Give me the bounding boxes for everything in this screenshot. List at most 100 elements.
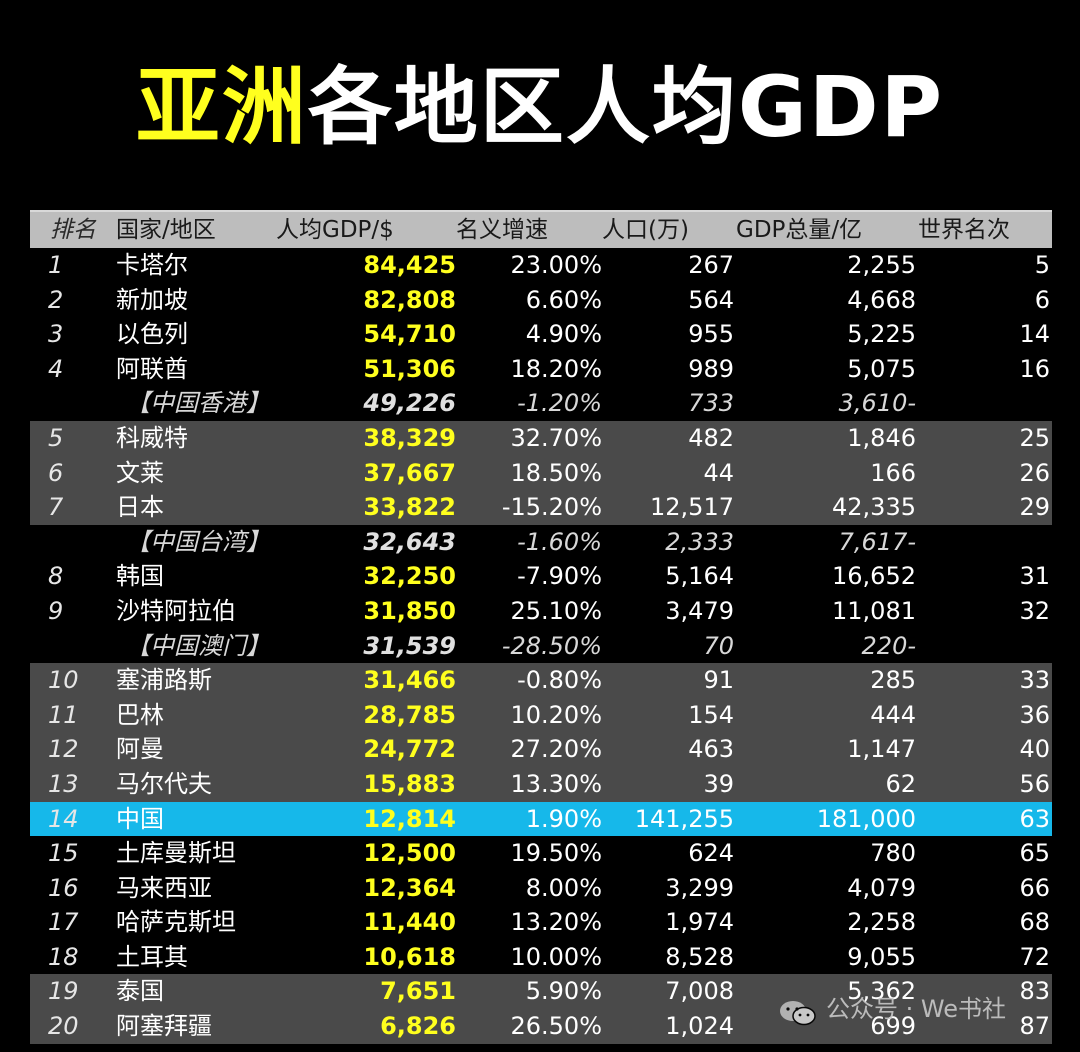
table-header: 排名 国家/地区 人均GDP/$ 名义增速 人口(万) GDP总量/亿 世界名次 xyxy=(30,210,1052,248)
rank-cell: 1 xyxy=(48,251,64,279)
growth-cell: 1.90% xyxy=(525,804,602,833)
gdp-per-capita-cell: 33,822 xyxy=(363,493,456,522)
rank-cell: 5 xyxy=(48,423,64,452)
rank-cell: 4 xyxy=(48,354,64,383)
table-row: 4 阿联酋 51,306 18.20% 989 5,075 16 xyxy=(30,352,1052,387)
name-cell: 马来西亚 xyxy=(116,873,212,902)
name-cell: 【中国台湾】 xyxy=(126,527,270,556)
rank-cell: 19 xyxy=(48,977,79,1006)
name-cell: 土耳其 xyxy=(116,942,188,971)
population-cell: 70 xyxy=(703,631,734,660)
gdp-per-capita-cell: 51,306 xyxy=(363,354,456,383)
growth-cell: -15.20% xyxy=(501,493,602,522)
world-rank-cell: 63 xyxy=(1019,804,1050,833)
world-rank-cell: 56 xyxy=(1019,769,1050,798)
growth-cell: 10.00% xyxy=(510,942,602,971)
population-cell: 482 xyxy=(688,423,734,452)
title-rest: 各地区人均GDP xyxy=(307,58,945,156)
world-rank-cell: 14 xyxy=(1019,320,1050,349)
header-growth: 名义增速 xyxy=(456,217,548,243)
table-row: 16 马来西亚 12,364 8.00% 3,299 4,079 66 xyxy=(30,871,1052,906)
table-row: 3 以色列 54,710 4.90% 955 5,225 14 xyxy=(30,317,1052,352)
name-cell: 卡塔尔 xyxy=(116,251,188,279)
table-row: 13 马尔代夫 15,883 13.30% 39 62 56 xyxy=(30,766,1052,802)
population-cell: 7,008 xyxy=(665,977,734,1006)
gdp-total-cell: 16,652 xyxy=(832,562,916,591)
world-rank-cell: 40 xyxy=(1019,735,1050,764)
table-row: 19 泰国 7,651 5.90% 7,008 5,362 83 xyxy=(30,974,1052,1010)
gdp-total-cell: 42,335 xyxy=(832,493,916,522)
gdp-per-capita-cell: 54,710 xyxy=(363,320,456,349)
gdp-total-cell: 9,055 xyxy=(847,942,916,971)
population-cell: 2,333 xyxy=(665,527,734,556)
gdp-per-capita-cell: 28,785 xyxy=(363,700,456,729)
gdp-total-cell: 220- xyxy=(861,631,916,660)
growth-cell: -28.50% xyxy=(501,631,602,660)
growth-cell: -7.90% xyxy=(517,562,602,591)
world-rank-cell: 36 xyxy=(1019,700,1050,729)
gdp-per-capita-cell: 32,250 xyxy=(363,562,456,591)
gdp-per-capita-cell: 12,500 xyxy=(363,839,456,868)
gdp-total-cell: 4,668 xyxy=(847,285,916,314)
growth-cell: 25.10% xyxy=(510,596,602,625)
header-gdp-per-capita: 人均GDP/$ xyxy=(276,217,394,243)
population-cell: 1,974 xyxy=(665,908,734,937)
gdp-total-cell: 780 xyxy=(870,839,916,868)
world-rank-cell: 65 xyxy=(1019,839,1050,868)
population-cell: 39 xyxy=(703,769,734,798)
population-cell: 463 xyxy=(688,735,734,764)
name-cell: 日本 xyxy=(116,493,164,522)
name-cell: 泰国 xyxy=(116,977,164,1006)
watermark: 公众号 · We书社 xyxy=(778,984,1006,1034)
growth-cell: -1.60% xyxy=(517,527,602,556)
gdp-total-cell: 181,000 xyxy=(816,804,916,833)
table-row: 1 卡塔尔 84,425 23.00% 267 2,255 5 xyxy=(30,248,1052,283)
gdp-total-cell: 1,147 xyxy=(847,735,916,764)
rank-cell: 20 xyxy=(48,1012,79,1041)
population-cell: 267 xyxy=(688,251,734,279)
gdp-total-cell: 62 xyxy=(885,769,916,798)
growth-cell: 5.90% xyxy=(525,977,602,1006)
world-rank-cell: 66 xyxy=(1019,873,1050,902)
table-row: 【中国香港】 49,226 -1.20% 733 3,610- xyxy=(30,386,1052,421)
population-cell: 1,024 xyxy=(665,1012,734,1041)
growth-cell: 32.70% xyxy=(510,423,602,452)
rank-cell: 11 xyxy=(48,700,79,729)
header-world-rank: 世界名次 xyxy=(918,217,1010,243)
gdp-total-cell: 444 xyxy=(870,700,916,729)
world-rank-cell: 29 xyxy=(1019,493,1050,522)
world-rank-cell: 72 xyxy=(1019,942,1050,971)
wechat-icon xyxy=(778,995,818,1026)
gdp-per-capita-cell: 37,667 xyxy=(363,458,456,487)
growth-cell: 19.50% xyxy=(510,839,602,868)
gdp-per-capita-cell: 32,643 xyxy=(363,527,456,556)
gdp-total-cell: 4,079 xyxy=(847,873,916,902)
growth-cell: 6.60% xyxy=(525,285,602,314)
rank-cell: 15 xyxy=(48,839,79,868)
table-row: 7 日本 33,822 -15.20% 12,517 42,335 29 xyxy=(30,490,1052,525)
population-cell: 564 xyxy=(688,285,734,314)
gdp-total-cell: 11,081 xyxy=(832,596,916,625)
population-cell: 8,528 xyxy=(665,942,734,971)
growth-cell: -1.20% xyxy=(517,389,602,418)
growth-cell: 4.90% xyxy=(525,320,602,349)
rank-cell: 10 xyxy=(48,666,79,695)
world-rank-cell: 83 xyxy=(1019,977,1050,1006)
gdp-per-capita-cell: 31,539 xyxy=(363,631,456,660)
gdp-per-capita-cell: 82,808 xyxy=(363,285,456,314)
rank-cell: 2 xyxy=(48,285,64,314)
gdp-per-capita-cell: 84,425 xyxy=(363,251,456,279)
world-rank-cell: 25 xyxy=(1019,423,1050,452)
table-row: 15 土库曼斯坦 12,500 19.50% 624 780 65 xyxy=(30,836,1052,871)
table-row: 9 沙特阿拉伯 31,850 25.10% 3,479 11,081 32 xyxy=(30,594,1052,629)
gdp-per-capita-cell: 7,651 xyxy=(380,977,456,1006)
name-cell: 【中国香港】 xyxy=(126,389,270,418)
gdp-per-capita-cell: 12,364 xyxy=(363,873,456,902)
table-row: 20 阿塞拜疆 6,826 26.50% 1,024 699 87 xyxy=(30,1009,1052,1044)
population-cell: 989 xyxy=(688,354,734,383)
gdp-total-cell: 3,610- xyxy=(838,389,916,418)
world-rank-cell: 5 xyxy=(1034,251,1050,279)
population-cell: 154 xyxy=(688,700,734,729)
rank-cell: 12 xyxy=(48,735,79,764)
table-row: 10 塞浦路斯 31,466 -0.80% 91 285 33 xyxy=(30,663,1052,698)
